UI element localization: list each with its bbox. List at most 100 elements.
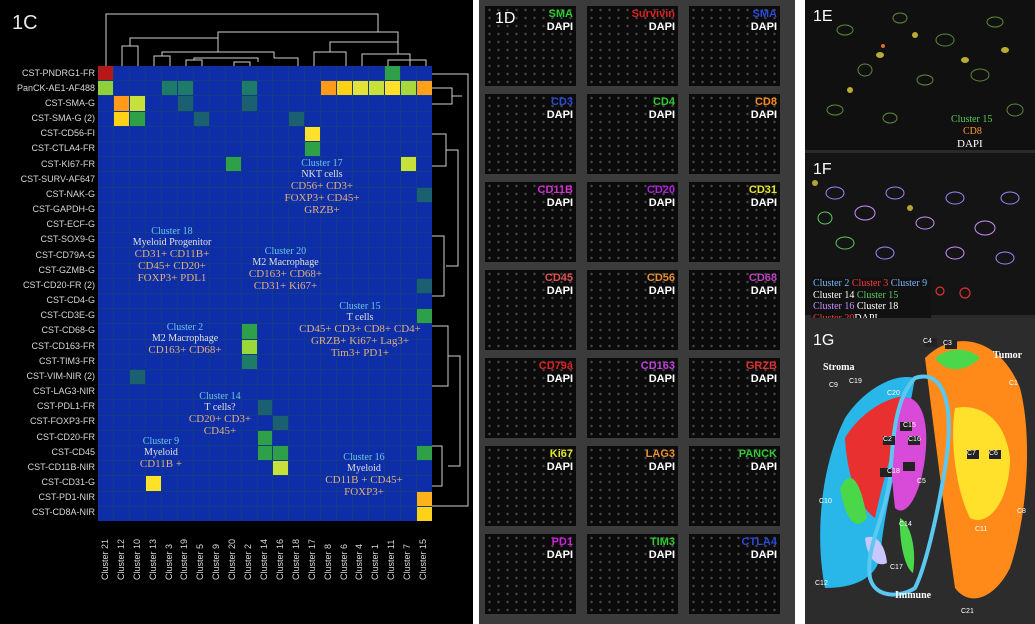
annotation-markers: CD20+ CD3+	[188, 413, 252, 425]
heatmap-cell	[257, 217, 273, 233]
region-label-stroma: Stroma	[823, 362, 855, 373]
annotation-cluster: Cluster 2	[166, 322, 204, 333]
heatmap-cell	[209, 400, 225, 415]
heatmap-cell	[417, 415, 432, 430]
heatmap-cell	[241, 263, 257, 278]
cluster-tag: C15	[903, 422, 916, 429]
heatmap-cell	[305, 415, 321, 430]
heatmap-cell	[225, 96, 241, 111]
heatmap-cell	[305, 461, 321, 476]
annotation-markers: CD45+ CD20+	[138, 260, 206, 273]
heatmap-cell	[401, 385, 417, 400]
heatmap-cell	[305, 66, 321, 81]
heatmap-cell	[145, 248, 161, 263]
heatmap-cell	[369, 187, 385, 202]
heatmap-cell	[113, 491, 129, 506]
heatmap-cell	[369, 96, 385, 111]
heatmap-cell	[417, 506, 432, 521]
heatmap-cell	[129, 66, 145, 81]
heatmap-cell	[193, 233, 209, 248]
heatmap-row-label: PanCK-AE1-AF488	[16, 82, 95, 93]
tile-marker-label: PD1	[551, 536, 573, 548]
heatmap-cell	[98, 430, 113, 445]
heatmap-cell	[305, 187, 321, 202]
heatmap-cell	[129, 369, 145, 385]
panel-1d-marker-tiles: 1D SMA DAPI Survivin DAPI SMA DAPI CD3 DAPI CD4 D…	[479, 0, 795, 624]
heatmap-cell	[225, 369, 241, 385]
heatmap-cell	[337, 415, 353, 430]
heatmap-cell	[113, 172, 129, 187]
heatmap-row-label: CST-CD56-FI	[40, 128, 95, 139]
heatmap-cell	[337, 126, 353, 141]
heatmap-cell	[401, 172, 417, 187]
heatmap-cell	[305, 445, 321, 461]
annotation-markers: CD56+ CD3+	[290, 180, 354, 192]
heatmap-cell	[113, 461, 129, 476]
heatmap-cell	[209, 476, 225, 491]
heatmap-row-label: CST-CD31-G	[41, 477, 95, 488]
heatmap-cell	[273, 263, 289, 278]
heatmap-column-label: Cluster 10	[131, 538, 142, 580]
heatmap-cell	[225, 430, 241, 445]
heatmap-cell	[177, 126, 193, 141]
heatmap-cell	[337, 461, 353, 476]
tile-dapi-label: DAPI	[648, 109, 675, 121]
tile-dapi-label: DAPI	[546, 21, 573, 33]
heatmap-cell	[353, 111, 369, 126]
heatmap-cell	[129, 309, 145, 324]
heatmap-cell	[225, 354, 241, 369]
heatmap-row-label: CST-CD20-FR (2)	[22, 279, 95, 290]
panel-1e-caption-cluster: Cluster 15	[951, 114, 993, 125]
heatmap-cell	[401, 339, 417, 354]
panel-label-1f: 1F	[813, 161, 832, 178]
heatmap-cell	[209, 248, 225, 263]
heatmap-cell	[257, 324, 273, 339]
heatmap-cell	[161, 461, 177, 476]
heatmap-cell	[385, 126, 401, 141]
heatmap-cell	[177, 400, 193, 415]
heatmap-cell	[209, 506, 225, 521]
heatmap-row-label: CST-ECF-G	[46, 219, 96, 230]
heatmap-cell	[369, 445, 385, 461]
heatmap-cell	[369, 66, 385, 81]
panel-1e-image: 1E Cluster 15 CD8 DAPI	[805, 0, 1035, 150]
heatmap-cell	[257, 126, 273, 141]
heatmap-row-label: CST-GAPDH-G	[32, 204, 95, 215]
heatmap-column-label: Cluster 16	[274, 538, 285, 580]
heatmap-cell	[369, 217, 385, 233]
heatmap-cell	[385, 217, 401, 233]
heatmap-column-label: Cluster 11	[386, 539, 397, 580]
cluster-tag: C1	[1009, 380, 1018, 387]
heatmap-cell	[161, 126, 177, 141]
heatmap-cell	[417, 66, 432, 81]
heatmap-cell	[401, 476, 417, 491]
heatmap-cell	[257, 309, 273, 324]
heatmap-cell	[113, 202, 129, 217]
heatmap-cell	[305, 400, 321, 415]
heatmap-cell	[289, 202, 305, 217]
heatmap-cell	[177, 430, 193, 445]
heatmap-cell	[289, 111, 305, 126]
heatmap-cell	[337, 445, 353, 461]
heatmap-cell	[353, 126, 369, 141]
heatmap-cell	[129, 111, 145, 126]
heatmap-cell	[129, 476, 145, 491]
heatmap-cell	[321, 187, 337, 202]
heatmap-cell	[209, 263, 225, 278]
heatmap-cell	[257, 476, 273, 491]
heatmap-cell	[289, 248, 305, 263]
marker-tile: CD79a DAPI	[485, 358, 576, 438]
heatmap-cell	[98, 202, 113, 217]
heatmap-cell	[193, 81, 209, 96]
heatmap-cell	[385, 172, 401, 187]
heatmap-cell	[321, 263, 337, 278]
heatmap-column-label: Cluster 20	[227, 538, 238, 580]
heatmap-cell	[257, 506, 273, 521]
heatmap-cell	[129, 506, 145, 521]
tile-cell-texture	[689, 270, 780, 350]
heatmap-cell	[145, 339, 161, 354]
tile-cell-texture	[587, 6, 678, 86]
heatmap-cell	[401, 415, 417, 430]
heatmap-cell	[369, 172, 385, 187]
heatmap-cell	[241, 293, 257, 309]
